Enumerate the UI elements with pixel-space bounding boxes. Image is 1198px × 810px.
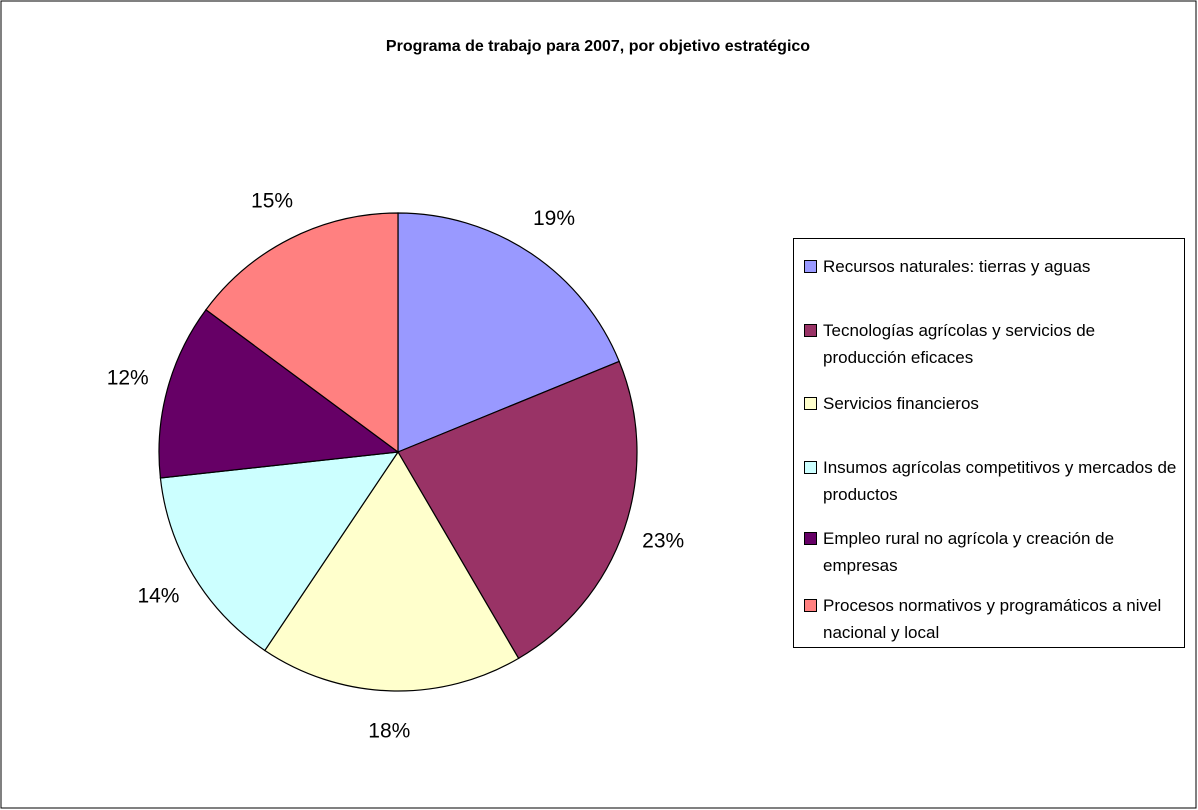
legend-swatch: [804, 532, 817, 545]
data-label: 23%: [642, 529, 684, 552]
legend-item: Tecnologías agrícolas y servicios de pro…: [804, 317, 1179, 371]
legend-item: Insumos agrícolas competitivos y mercado…: [804, 454, 1179, 508]
data-label: 12%: [107, 366, 149, 389]
pie-slice: [264, 450, 520, 692]
legend-swatch: [804, 461, 817, 474]
legend-swatch: [804, 599, 817, 612]
pie-slice: [159, 451, 400, 652]
legend-item: Servicios financieros: [804, 390, 1179, 417]
legend-label: Procesos normativos y programáticos a ni…: [823, 596, 1162, 642]
legend-item: Recursos naturales: tierras y aguas: [804, 253, 1179, 280]
legend: Recursos naturales: tierras y aguas Tecno…: [793, 238, 1185, 648]
legend-label: Empleo rural no agrícola y creación de e…: [823, 529, 1115, 575]
legend-label: Recursos naturales: tierras y aguas: [823, 257, 1091, 276]
legend-label: Servicios financieros: [823, 394, 979, 413]
legend-label: Tecnologías agrícolas y servicios de pro…: [823, 321, 1096, 367]
pie-slice: [158, 308, 400, 479]
data-label: 19%: [533, 207, 575, 230]
legend-item: Empleo rural no agrícola y creación de e…: [804, 525, 1179, 579]
legend-item: Procesos normativos y programáticos a ni…: [804, 592, 1179, 646]
pie-slice: [205, 212, 399, 454]
pie-slice: [397, 360, 638, 660]
data-label: 15%: [251, 189, 293, 212]
chart-title: Programa de trabajo para 2007, por objet…: [386, 38, 810, 55]
legend-label: Insumos agrícolas competitivos y mercado…: [823, 458, 1177, 504]
data-label: 14%: [137, 585, 179, 608]
legend-swatch: [804, 397, 817, 410]
legend-swatch: [804, 260, 817, 273]
pie-slice: [397, 212, 620, 453]
data-label: 18%: [368, 719, 410, 742]
legend-swatch: [804, 324, 817, 337]
